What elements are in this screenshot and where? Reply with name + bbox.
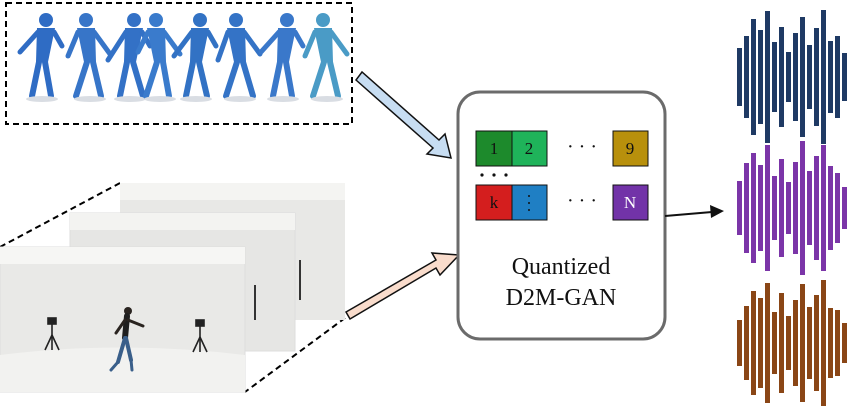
- dancer-figure: [109, 307, 145, 372]
- codebook-cell-1-label: 1: [490, 139, 499, 158]
- waveform-bar: [751, 153, 756, 263]
- waveform-bar: [835, 310, 840, 376]
- model-to-music-arrow: [664, 205, 724, 218]
- waveform-bar: [744, 163, 749, 253]
- waveform-bar: [821, 280, 826, 406]
- waveform-bar: [793, 300, 798, 386]
- waveform-bar: [828, 41, 833, 113]
- waveform-bar: [744, 36, 749, 118]
- waveform-bar: [828, 166, 833, 250]
- mesh-figure: [215, 13, 263, 102]
- waveform-bar: [779, 27, 784, 127]
- waveform-bar: [744, 306, 749, 380]
- mesh-figure: [135, 13, 183, 102]
- waveform-bar: [793, 33, 798, 121]
- waveform-bar: [814, 156, 819, 260]
- waveform-bar: [758, 30, 763, 124]
- mesh-figures: [17, 13, 350, 102]
- waveform-bar: [786, 52, 791, 102]
- waveform-bar: [737, 181, 742, 235]
- codebook-cell-1: [475, 130, 513, 167]
- waveform-bar: [758, 298, 763, 388]
- music-waveform: [737, 10, 847, 144]
- motion-sequence-panel: [5, 2, 353, 125]
- waveform-bar: [737, 320, 742, 366]
- waveform-bar: [821, 145, 826, 271]
- video-to-model-arrow: [344, 252, 461, 321]
- codebook-cell-9: [612, 130, 649, 167]
- codebook-cell-9-label: 9: [626, 139, 635, 158]
- waveform-bar: [807, 307, 812, 379]
- waveform-bar: [842, 187, 847, 229]
- waveform-bar: [800, 141, 805, 275]
- waveform-bar: [828, 308, 833, 378]
- waveform-bar: [842, 323, 847, 363]
- waveform-bar: [758, 165, 763, 251]
- waveform-bar: [772, 176, 777, 240]
- waveform-bar: [807, 171, 812, 245]
- codebook: 1 2 · · · 9 k · · · N: [475, 130, 649, 221]
- waveform-bar: [772, 312, 777, 374]
- waveform-bar: [765, 283, 770, 403]
- music-waveform: [737, 141, 847, 275]
- music-waveforms: [737, 10, 847, 406]
- waveform-bar: [751, 291, 756, 395]
- waveform-bar: [786, 182, 791, 234]
- video-frames-panel: [0, 182, 346, 393]
- motion-to-model-arrow: [354, 70, 453, 159]
- waveform-bar: [821, 10, 826, 144]
- waveform-bar: [779, 159, 784, 257]
- mesh-figure: [302, 13, 350, 102]
- codebook-vertical-ellipsis: [480, 173, 508, 177]
- model-name-line2: D2M-GAN: [505, 285, 617, 311]
- codebook-cell-2-label: 2: [525, 139, 534, 158]
- codebook-row2-ellipsis: · · ·: [567, 190, 597, 212]
- codebook-cell-k-next-dots: [528, 195, 530, 211]
- codebook-row1-ellipsis: · · ·: [567, 136, 597, 158]
- mesh-figure: [258, 13, 306, 102]
- waveform-bar: [765, 11, 770, 143]
- mesh-figure: [65, 13, 113, 102]
- waveform-bar: [779, 293, 784, 393]
- waveform-bar: [737, 48, 742, 106]
- tripod-right: [192, 319, 208, 353]
- video-frame-front: [0, 246, 246, 393]
- tripod-left: [44, 317, 60, 351]
- mesh-figure: [17, 13, 65, 102]
- codebook-cell-k-label: k: [490, 193, 499, 212]
- waveform-bar: [835, 173, 840, 243]
- waveform-bar: [835, 36, 840, 118]
- waveform-bar: [814, 28, 819, 126]
- model-name-line1: Quantized: [511, 254, 611, 280]
- codebook-cell-N-label: N: [624, 193, 636, 212]
- codebook-cell-k: [475, 184, 513, 221]
- waveform-bar: [807, 45, 812, 109]
- codebook-cell-N: [612, 184, 649, 221]
- music-waveform: [737, 280, 847, 406]
- waveform-bar: [786, 316, 791, 370]
- waveform-bar: [765, 145, 770, 271]
- mesh-figure: [171, 13, 219, 102]
- waveform-bar: [800, 284, 805, 402]
- waveform-bar: [751, 19, 756, 135]
- waveform-bar: [772, 42, 777, 112]
- codebook-cell-2: [511, 130, 548, 167]
- waveform-bar: [793, 162, 798, 254]
- waveform-bar: [842, 53, 847, 101]
- waveform-bar: [800, 17, 805, 137]
- waveform-bar: [814, 295, 819, 391]
